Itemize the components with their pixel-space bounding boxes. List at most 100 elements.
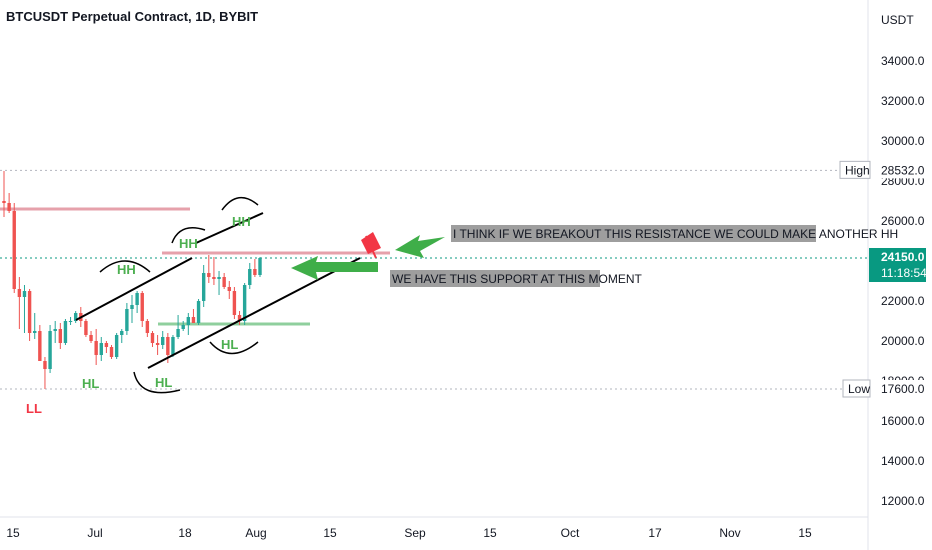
high-label: High [845, 163, 870, 177]
candle-body[interactable] [2, 201, 6, 203]
resistance-note-bg [451, 225, 816, 242]
candle-body[interactable] [114, 335, 119, 357]
candle-body[interactable] [181, 325, 185, 329]
candle-body[interactable] [12, 211, 16, 289]
time-tick: 15 [6, 526, 20, 540]
candle-body[interactable] [242, 285, 247, 321]
low-value: 17600.0 [881, 382, 925, 396]
candle-body[interactable] [135, 293, 139, 305]
time-tick: 15 [323, 526, 337, 540]
current-price: 24150.0 [881, 250, 925, 264]
channel-upper-line-2[interactable] [195, 212, 264, 244]
candle-body[interactable] [58, 329, 63, 343]
price-tick: 26000.0 [881, 214, 925, 228]
time-tick: Aug [245, 526, 266, 540]
hl-label-2: HL [155, 375, 172, 390]
candle-body[interactable] [253, 269, 257, 275]
price-tick: 34000.0 [881, 54, 925, 68]
price-tick: 20000.0 [881, 334, 925, 348]
flag-marker[interactable] [361, 232, 381, 259]
candle-body[interactable] [120, 331, 124, 335]
price-tick: 30000.0 [881, 134, 925, 148]
price-axis[interactable]: 34000.032000.030000.028000.026000.022000… [881, 54, 925, 508]
candle-body[interactable] [186, 317, 191, 325]
candle-body[interactable] [237, 315, 242, 321]
hh-label-3: HH [232, 214, 251, 229]
candle-body[interactable] [33, 331, 37, 333]
channel-upper-line-1[interactable] [75, 257, 193, 321]
resistance-note: I THINK IF WE BREAKOUT THIS RESISTANCE W… [453, 227, 898, 241]
candle-body[interactable] [150, 333, 155, 343]
time-tick: Jul [87, 526, 102, 540]
current-price-badge[interactable]: 24150.0 11:18:54 [869, 248, 927, 282]
candle-body[interactable] [94, 341, 98, 355]
candle-body[interactable] [109, 347, 114, 357]
candle-body[interactable] [63, 321, 68, 343]
support-note: WE HAVE THIS SUPPORT AT THIS MOMENT [392, 272, 642, 286]
candle-body[interactable] [7, 203, 11, 211]
candle-body[interactable] [53, 329, 57, 331]
candle-body[interactable] [222, 277, 226, 287]
candle-body[interactable] [145, 321, 150, 333]
candle-body[interactable] [22, 291, 27, 297]
hh-label-1: HH [117, 262, 136, 277]
candle-body[interactable] [130, 305, 134, 309]
candle-body[interactable] [166, 337, 170, 355]
candlestick-series[interactable] [2, 171, 262, 389]
candle-body[interactable] [27, 291, 32, 333]
candle-body[interactable] [140, 293, 144, 321]
hl-arc-1 [133, 371, 181, 394]
candle-body[interactable] [258, 258, 262, 275]
hl-arc-2 [209, 341, 259, 355]
candle-body[interactable] [176, 329, 180, 337]
candle-body[interactable] [43, 361, 47, 369]
candle-body[interactable] [191, 317, 196, 323]
support-arrow[interactable] [291, 256, 378, 280]
time-tick: 17 [648, 526, 662, 540]
countdown: 11:18:54 [881, 266, 927, 280]
candle-body[interactable] [155, 343, 160, 345]
time-tick: Nov [719, 526, 740, 540]
price-tick: 16000.0 [881, 414, 925, 428]
candle-body[interactable] [201, 273, 206, 301]
resistance-arrow[interactable] [395, 235, 445, 258]
candle-body[interactable] [48, 331, 52, 369]
candle-body[interactable] [38, 331, 42, 361]
candle-body[interactable] [125, 309, 129, 331]
price-tick: 14000.0 [881, 454, 925, 468]
high-value: 28532.0 [881, 163, 925, 177]
low-label: Low [848, 382, 870, 396]
time-axis[interactable]: 15 Jul 18 Aug 15 Sep 15 Oct 17 Nov 15 [6, 526, 812, 540]
currency-label: USDT [881, 13, 914, 27]
candle-body[interactable] [171, 337, 175, 355]
candle-body[interactable] [17, 289, 22, 297]
candle-body[interactable] [89, 335, 93, 341]
candle-body[interactable] [68, 321, 73, 322]
high-marker: High 28532.0 [839, 160, 925, 179]
hl-label-1: HL [82, 376, 99, 391]
channel-lower-line[interactable] [147, 257, 361, 369]
candle-body[interactable] [217, 277, 221, 279]
candle-body[interactable] [196, 301, 201, 323]
candle-body[interactable] [212, 277, 216, 279]
candle-body[interactable] [84, 321, 88, 335]
candle-body[interactable] [227, 287, 231, 291]
candle-body[interactable] [104, 343, 109, 347]
ll-label: LL [26, 401, 42, 416]
hl-label-3: HL [221, 337, 238, 352]
candle-body[interactable] [161, 337, 165, 345]
candle-body[interactable] [73, 313, 78, 321]
hh-arc-2 [171, 227, 206, 244]
price-tick: 12000.0 [881, 494, 925, 508]
candle-body[interactable] [248, 269, 252, 285]
time-tick: 18 [178, 526, 192, 540]
candle-body[interactable] [232, 291, 237, 315]
hh-arc-3 [221, 196, 259, 211]
time-tick: 15 [483, 526, 497, 540]
candle-body[interactable] [207, 273, 211, 277]
hh-arc-1 [99, 260, 151, 273]
candle-body[interactable] [99, 343, 103, 355]
low-marker: Low 17600.0 [842, 379, 925, 398]
price-tick: 32000.0 [881, 94, 925, 108]
